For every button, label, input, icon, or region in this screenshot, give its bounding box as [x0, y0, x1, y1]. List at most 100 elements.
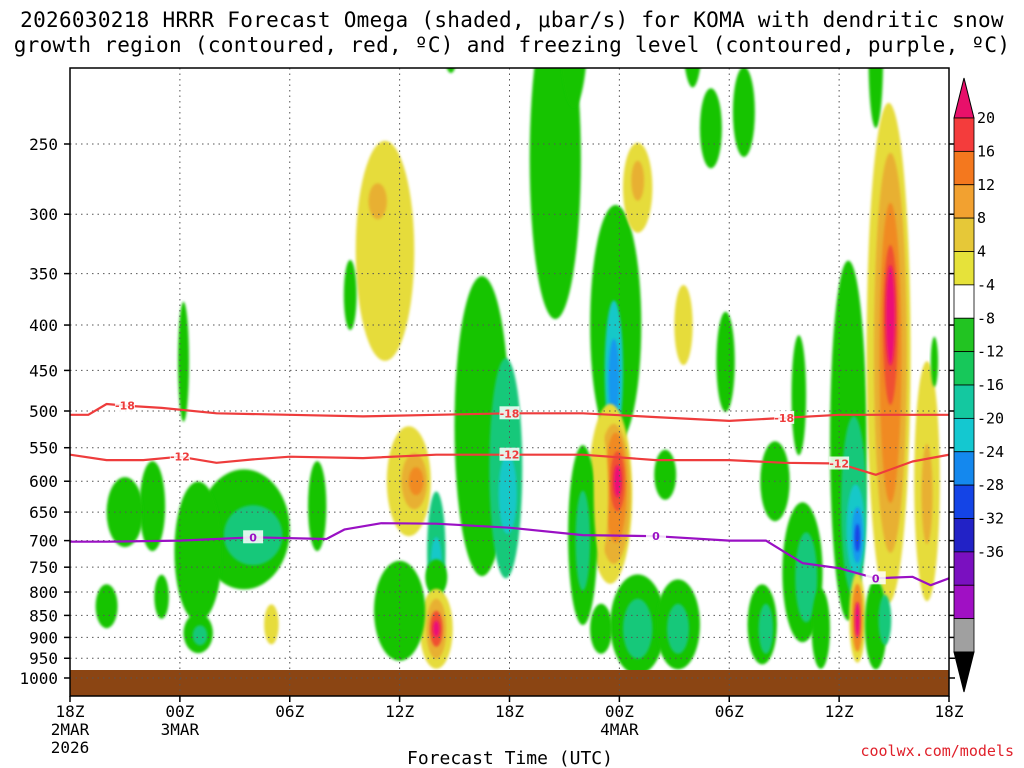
x-tick-label: 00Z: [605, 702, 634, 721]
omega-blob: [603, 0, 636, 52]
colorbar-label: 20: [977, 109, 995, 127]
omega-blob: [408, 467, 424, 496]
x-tick-label: 18Z: [495, 702, 524, 721]
omega-blob: [732, 68, 755, 157]
contour-label: -12: [829, 457, 849, 470]
omega-blob: [433, 620, 440, 637]
y-tick-label: 350: [29, 265, 58, 284]
contour-label: -12: [170, 451, 190, 464]
y-tick-label: 800: [29, 583, 58, 602]
colorbar-segment: [953, 584, 975, 620]
omega-blob: [613, 465, 622, 498]
colorbar-label: -36: [977, 543, 1004, 561]
x-tick-sublabel: 4MAR: [600, 720, 639, 739]
colorbar-label: -20: [977, 409, 1004, 427]
omega-blob: [308, 461, 327, 552]
colorbar-segment: [953, 217, 975, 252]
omega-blob: [343, 260, 357, 330]
omega-blob: [593, 433, 609, 554]
colorbar-segment: [953, 518, 975, 553]
contour-label-bg: [243, 530, 264, 544]
omega-blob: [446, 68, 455, 73]
colorbar-segment: [953, 117, 975, 152]
omega-blob: [791, 335, 807, 456]
y-tick-label: 700: [29, 532, 58, 551]
colorbar-label: -4: [977, 276, 995, 294]
omega-blob: [854, 601, 861, 638]
omega-shading: [95, 0, 940, 675]
x-tick-label: 06Z: [275, 702, 304, 721]
omega-blob: [139, 461, 166, 552]
omega-blob: [854, 523, 861, 552]
omega-blob: [905, 0, 920, 55]
y-tick-label: 1000: [19, 669, 58, 688]
contour-label: -18: [115, 400, 135, 413]
x-tick-sublabel: 2026: [51, 738, 90, 757]
contour-label: 0: [872, 572, 880, 585]
colorbar-segment: [953, 251, 975, 286]
omega-blob: [498, 453, 517, 534]
contour-label-bg: [499, 447, 520, 461]
omega-blob: [374, 560, 426, 661]
omega-blob: [192, 625, 208, 646]
colorbar-segment: [953, 284, 975, 319]
omega-blob: [716, 311, 735, 412]
colorbar-bottom-arrow: [953, 651, 975, 693]
y-tick-label: 950: [29, 649, 58, 668]
colorbar-label: 12: [977, 176, 995, 194]
colorbar-segment: [953, 351, 975, 386]
colorbar-label: 4: [977, 243, 986, 261]
omega-blob: [355, 140, 415, 361]
colorbar-segment: [953, 384, 975, 419]
contour-label: 0: [652, 530, 660, 543]
omega-blob: [921, 443, 933, 544]
contour-label-bg: [774, 410, 795, 424]
omega-blob: [758, 603, 774, 654]
x-tick-label: 12Z: [825, 702, 854, 721]
omega-blob: [684, 68, 701, 88]
contour-label-bg: [499, 406, 520, 420]
omega-blob: [95, 584, 118, 629]
x-tick-label: 00Z: [165, 702, 194, 721]
y-tick-label: 400: [29, 316, 58, 335]
omega-blob: [608, 338, 620, 419]
omega-blob: [654, 449, 677, 500]
x-axis-label: Forecast Time (UTC): [407, 748, 613, 768]
omega-blob: [868, 68, 884, 128]
colorbar-label: -8: [977, 309, 995, 327]
y-tick-label: 500: [29, 402, 58, 421]
x-tick-label: 06Z: [715, 702, 744, 721]
x-tick-label: 18Z: [56, 702, 85, 721]
omega-blob: [590, 603, 613, 654]
omega-blob: [368, 183, 387, 220]
contour-lines: -18 -18 -18 -12 -12 -12 0 0 0: [70, 398, 949, 587]
colorbar-label: -12: [977, 343, 1004, 361]
colorbar-label: -28: [977, 476, 1004, 494]
contour-label-bg: [865, 571, 886, 585]
omega-blob: [561, 68, 586, 108]
colorbar-segment: [953, 317, 975, 353]
x-tick-sublabel: 3MAR: [161, 720, 200, 739]
y-axis-ticks: 250 300 350 400 450 500 550 600 650 700 750 800 850 9…: [19, 135, 955, 688]
colorbar-label: 8: [977, 209, 986, 227]
omega-blob: [885, 265, 896, 366]
grid-lines: [69, 68, 950, 696]
y-tick-label: 900: [29, 628, 58, 647]
y-tick-label: 300: [29, 205, 58, 224]
colorbar-label: -24: [977, 443, 1004, 461]
omega-blob: [529, 68, 581, 320]
colorbar-segment: [953, 551, 975, 586]
y-tick-label: 600: [29, 472, 58, 491]
colorbar-label: -32: [977, 510, 1004, 528]
colorbar-segment: [953, 150, 975, 186]
y-tick-label: 650: [29, 503, 58, 522]
x-tick-label: 12Z: [385, 702, 414, 721]
omega-blob: [623, 598, 653, 659]
contour-label: -18: [500, 407, 520, 420]
omega-blob: [795, 532, 818, 623]
chart-title-line2: growth region (contoured, red, ºC) and f…: [13, 33, 1011, 57]
omega-blob: [667, 603, 689, 654]
y-tick-label: 250: [29, 135, 58, 154]
